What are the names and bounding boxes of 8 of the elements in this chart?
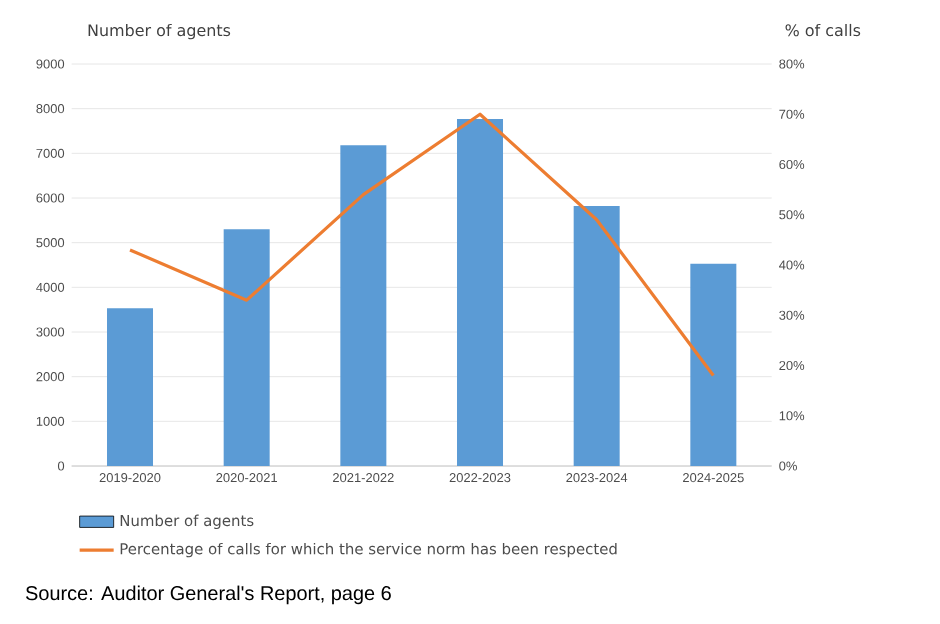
bar: [340, 145, 387, 466]
bar: [223, 229, 270, 466]
source-note: Source: Auditor General's Report, page 6: [25, 585, 391, 605]
bar: [690, 263, 737, 466]
line-series: [128, 112, 715, 378]
bar: [457, 118, 504, 466]
bar: [573, 206, 620, 466]
bar: [107, 308, 154, 466]
